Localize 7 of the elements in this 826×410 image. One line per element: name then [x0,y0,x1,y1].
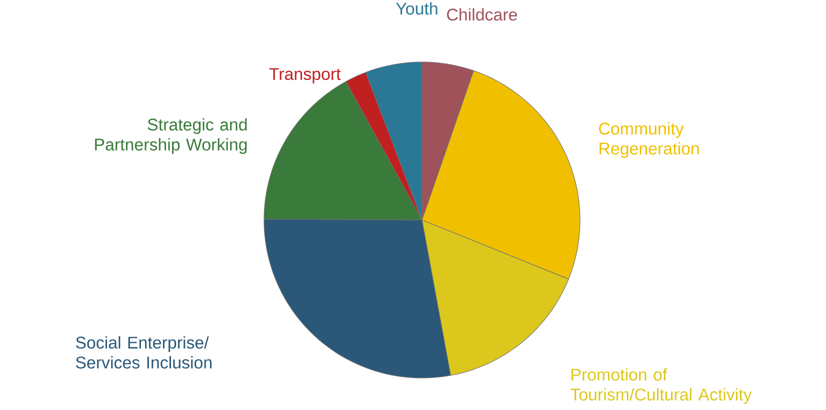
slice-label: Social Enterprise/ Services Inclusion [76,336,212,369]
slice-label: Strategic and Partnership Working [95,118,247,154]
slice-label: Community Regeneration [599,122,699,158]
slice-label: Transport [269,68,341,84]
slice-label: Childcare [447,8,517,21]
slice-label: Youth [396,2,438,15]
slice-label: Promotion of Tourism/Cultural Activity [570,368,752,404]
